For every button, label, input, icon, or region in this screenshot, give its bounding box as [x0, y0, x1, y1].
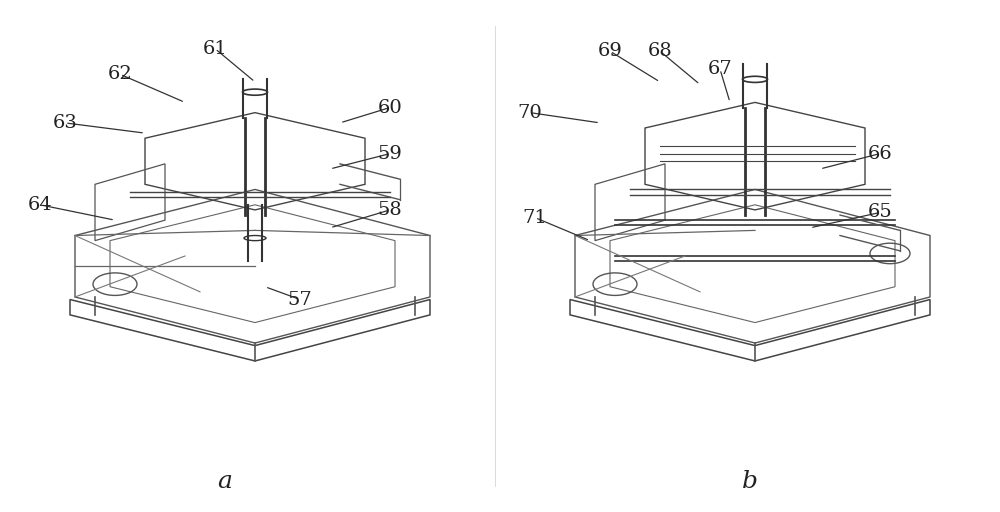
Text: 63: 63	[53, 114, 77, 132]
Text: 58: 58	[378, 201, 402, 219]
Text: 67: 67	[708, 60, 732, 78]
Text: 70: 70	[518, 103, 542, 122]
Text: 66: 66	[868, 144, 892, 163]
Text: 62: 62	[108, 65, 132, 83]
Text: 59: 59	[378, 144, 402, 163]
Text: 61: 61	[203, 39, 227, 58]
Text: b: b	[742, 470, 758, 493]
Text: 69: 69	[598, 42, 622, 60]
Text: 71: 71	[523, 208, 547, 227]
Text: 60: 60	[378, 98, 402, 117]
Text: 68: 68	[648, 42, 672, 60]
Text: 65: 65	[868, 203, 892, 222]
Text: a: a	[218, 470, 232, 493]
Text: 57: 57	[288, 290, 312, 309]
Text: 64: 64	[28, 196, 52, 214]
